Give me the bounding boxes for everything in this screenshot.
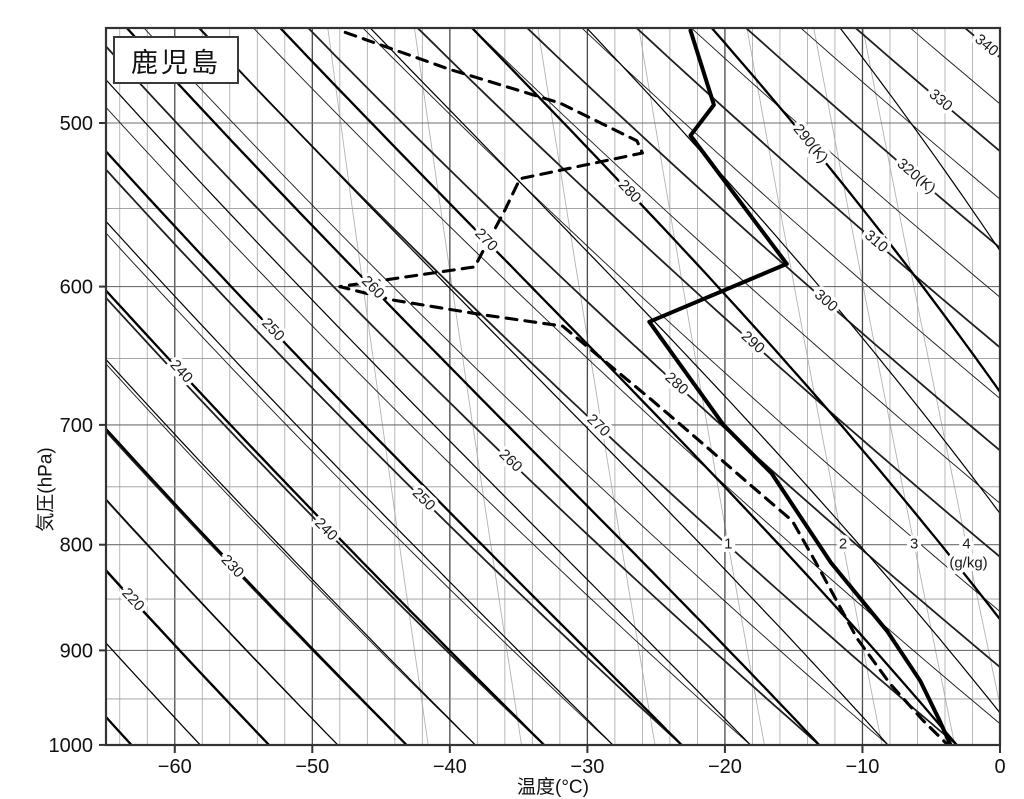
temperature-sounding-line bbox=[647, 28, 953, 745]
moist-adiabat bbox=[710, 28, 1000, 394]
y-tick-label: 500 bbox=[60, 113, 93, 135]
mixing-ratio-label: 3 bbox=[910, 536, 918, 553]
moist-adiabat bbox=[106, 149, 683, 745]
dry-adiabat bbox=[252, 28, 1000, 725]
moist-adiabat bbox=[369, 28, 1000, 714]
x-axis-ticks: −60 −50 −40 −30 −20 −10 0 bbox=[158, 745, 1006, 778]
dry-adiabat bbox=[744, 28, 1000, 249]
mixing-ratio-unit-label: (g/kg) bbox=[949, 555, 987, 572]
moist-adiabat bbox=[106, 288, 545, 745]
isotherm-grid bbox=[119, 28, 973, 745]
moist-adiabat bbox=[106, 78, 751, 745]
x-tick-label: 0 bbox=[994, 756, 1005, 778]
moist-adiabat bbox=[106, 498, 339, 745]
dry-adiabat bbox=[106, 363, 476, 745]
dry-adiabat bbox=[106, 45, 820, 745]
y-axis-label: 気圧(hPa) bbox=[35, 447, 57, 532]
mixing-ratio-line bbox=[746, 28, 883, 745]
x-tick-label: −30 bbox=[570, 756, 604, 778]
dry-adiabat bbox=[106, 232, 614, 745]
temperature-sounding bbox=[647, 28, 953, 745]
dry-adiabat bbox=[800, 28, 1000, 200]
mixing-ratio-line bbox=[862, 28, 1000, 708]
x-tick-label: −50 bbox=[295, 756, 329, 778]
mixing-ratio-line bbox=[537, 28, 656, 745]
mixing-ratio-labels: 1 2 3 4 (g/kg) bbox=[721, 532, 992, 575]
moist-adiabat bbox=[470, 28, 1000, 622]
x-tick-label: −60 bbox=[158, 756, 192, 778]
x-axis-label: 温度(°C) bbox=[517, 777, 589, 798]
moist-adiabat bbox=[106, 642, 201, 745]
x-tick-label: −10 bbox=[845, 756, 879, 778]
moist-adiabats bbox=[106, 28, 1000, 745]
dry-adiabat bbox=[143, 28, 889, 745]
moist-adiabat bbox=[106, 427, 408, 745]
dry-adiabat bbox=[106, 296, 545, 745]
mixing-ratio-label: 1 bbox=[724, 536, 732, 553]
plot-border bbox=[104, 26, 1002, 747]
moist-adiabat bbox=[106, 220, 614, 745]
moist-adiabat bbox=[585, 28, 1000, 515]
dry-adiabat bbox=[106, 569, 270, 745]
y-tick-label: 1000 bbox=[49, 735, 94, 757]
moist-adiabat bbox=[198, 28, 889, 745]
pressure-grid bbox=[106, 122, 1000, 700]
dry-adiabat bbox=[525, 28, 1000, 452]
station-label-box: 鹿児島 bbox=[113, 36, 239, 84]
dry-adiabat-label: 320(K) bbox=[894, 155, 939, 197]
y-tick-label: 900 bbox=[60, 640, 93, 662]
mixing-ratio-label: 4 bbox=[962, 536, 970, 553]
y-tick-label: 600 bbox=[60, 277, 93, 299]
moist-adiabat bbox=[125, 28, 820, 745]
dry-adiabat bbox=[106, 642, 201, 745]
dry-adiabat bbox=[471, 28, 1000, 504]
moist-adiabat bbox=[839, 28, 1000, 252]
dry-adiabat bbox=[106, 168, 683, 745]
dry-adiabat bbox=[581, 28, 1000, 400]
dry-adiabat bbox=[963, 28, 1000, 59]
y-axis-ticks: 500 600 700 800 900 1000 bbox=[49, 113, 106, 757]
dry-adiabat bbox=[416, 28, 1000, 559]
moist-adiabat bbox=[106, 358, 476, 745]
x-tick-label: −40 bbox=[433, 756, 467, 778]
dry-adiabat bbox=[635, 28, 1000, 349]
station-label: 鹿児島 bbox=[131, 47, 221, 78]
dry-adiabat bbox=[690, 28, 1000, 298]
mixing-ratio-label: 2 bbox=[839, 536, 847, 553]
mixing-ratio-line bbox=[327, 28, 429, 745]
dry-adiabat bbox=[106, 499, 339, 745]
x-tick-label: −20 bbox=[708, 756, 742, 778]
moist-adiabat bbox=[278, 28, 958, 745]
dry-adiabat bbox=[197, 28, 958, 745]
moist-adiabat bbox=[106, 568, 270, 745]
mixing-ratio-line bbox=[638, 28, 765, 745]
moist-adiabat-label: 290(K) bbox=[790, 121, 832, 167]
mixing-ratio-line bbox=[813, 28, 956, 745]
y-tick-label: 700 bbox=[60, 415, 93, 437]
y-tick-label: 800 bbox=[60, 535, 93, 557]
dry-adiabat bbox=[106, 106, 751, 745]
